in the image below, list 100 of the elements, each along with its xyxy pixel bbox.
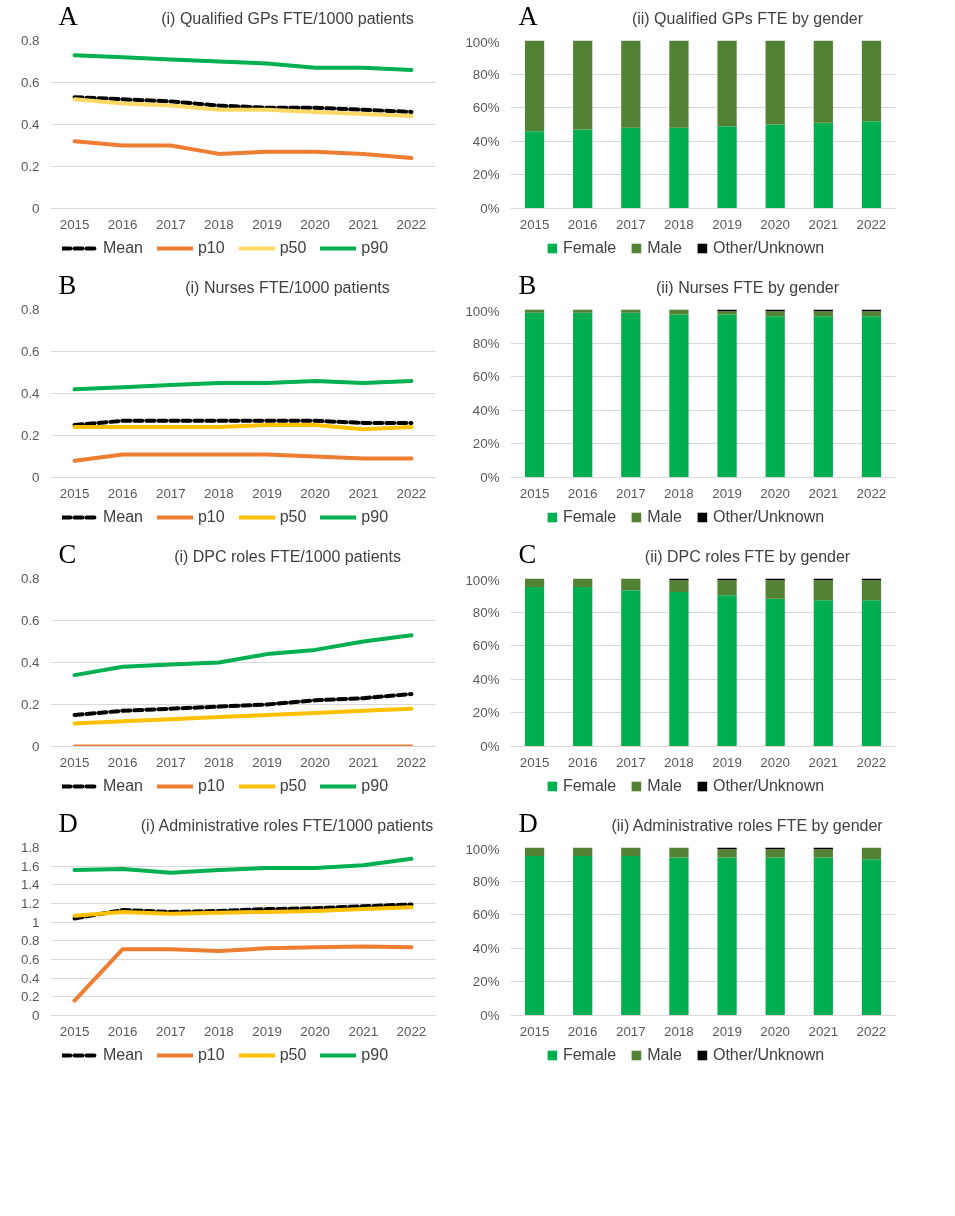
- y-tick-label: 100%: [465, 572, 500, 588]
- bar: [765, 40, 785, 125]
- x-tick-label: 2015: [59, 216, 90, 232]
- bar: [717, 580, 737, 596]
- y-tick-label: 60%: [472, 638, 500, 654]
- y-tick-label: 0.4: [20, 386, 41, 401]
- bar: [573, 578, 593, 587]
- bar: [669, 314, 689, 478]
- y-tick-label: 80%: [472, 66, 500, 82]
- legend-label: Mean: [102, 508, 143, 526]
- y-tick-label: 0.2: [20, 697, 40, 712]
- chart-title: (ii) Qualified GPs FTE by gender: [631, 9, 864, 27]
- bar: [861, 580, 882, 601]
- legend-label: p90: [361, 239, 389, 257]
- x-tick-label: 2017: [615, 754, 646, 770]
- x-tick-label: 2019: [252, 216, 282, 232]
- y-tick-label: 0%: [480, 739, 500, 754]
- legend-label: p10: [197, 1046, 225, 1064]
- y-tick-label: 20%: [472, 705, 500, 721]
- bar: [813, 600, 833, 747]
- bar: [573, 40, 593, 130]
- x-tick-label: 2016: [567, 1023, 598, 1039]
- line-series: [72, 139, 414, 161]
- bar: [813, 857, 833, 1016]
- y-tick-label: 80%: [472, 873, 500, 889]
- bar: [765, 598, 785, 747]
- legend-label: p50: [279, 508, 307, 526]
- x-tick-label: 2019: [712, 216, 742, 232]
- y-tick-label: 0.8: [20, 302, 40, 317]
- line-series: [72, 378, 414, 392]
- bar: [669, 580, 689, 592]
- text: C: [58, 538, 77, 569]
- line-series: [72, 706, 414, 726]
- x-tick-label: 2020: [300, 216, 331, 232]
- bar: [813, 311, 833, 317]
- bar: [765, 124, 785, 209]
- legend-label: Female: [562, 508, 617, 526]
- line-series: [72, 53, 414, 72]
- x-tick-label: 2017: [615, 485, 646, 501]
- line-series: [72, 856, 414, 875]
- x-tick-label: 2022: [856, 1023, 887, 1039]
- x-tick-label: 2015: [59, 754, 90, 770]
- bar: [524, 131, 545, 209]
- y-tick-label: 80%: [472, 604, 500, 620]
- x-tick-label: 2016: [107, 216, 138, 232]
- bar: [813, 40, 833, 123]
- legend-label: Female: [562, 777, 617, 795]
- legend-label: Male: [647, 777, 682, 795]
- x-tick-label: 2016: [107, 485, 138, 501]
- bar: [573, 586, 593, 747]
- chart-title: (i) Qualified GPs FTE/1000 patients: [161, 9, 414, 27]
- x-tick-label: 2021: [808, 754, 839, 770]
- legend-label: Female: [562, 1046, 617, 1064]
- x-tick-label: 2018: [204, 216, 234, 232]
- bar: [861, 121, 882, 209]
- text: A: [58, 0, 79, 31]
- x-tick-label: 2017: [615, 216, 646, 232]
- legend-label: p10: [197, 239, 225, 257]
- x-tick-label: 2016: [107, 754, 138, 770]
- text: B: [58, 269, 77, 300]
- x-tick-label: 2019: [712, 754, 742, 770]
- bar: [813, 580, 833, 601]
- bar: [573, 847, 593, 856]
- x-tick-label: 2021: [808, 485, 839, 501]
- text: D: [518, 807, 538, 838]
- bar: [524, 312, 545, 478]
- chart-title: (ii) DPC roles FTE by gender: [644, 547, 851, 565]
- legend-label: Mean: [102, 239, 143, 257]
- y-tick-label: 0: [32, 739, 40, 754]
- bar: [669, 857, 689, 1016]
- x-tick-label: 2022: [856, 485, 887, 501]
- y-tick-label: 0.6: [20, 952, 40, 967]
- bar: [765, 311, 785, 317]
- legend-label: Other/Unknown: [712, 1046, 825, 1064]
- x-tick-label: 2017: [155, 754, 186, 770]
- bar: [861, 316, 882, 478]
- y-tick-label: 1.4: [20, 877, 41, 893]
- x-tick-label: 2016: [567, 754, 598, 770]
- y-tick-label: 1.8: [20, 840, 40, 855]
- y-tick-label: 0%: [480, 470, 500, 485]
- x-tick-label: 2022: [856, 754, 887, 770]
- y-tick-label: 100%: [465, 841, 500, 857]
- bar: [717, 126, 737, 209]
- x-tick-label: 2019: [712, 1023, 742, 1039]
- x-tick-label: 2021: [348, 754, 379, 770]
- y-tick-label: 0: [32, 201, 40, 216]
- x-tick-label: 2020: [300, 485, 331, 501]
- chart-title: (i) DPC roles FTE/1000 patients: [174, 547, 401, 565]
- legend-label: Other/Unknown: [712, 777, 825, 795]
- x-tick-label: 2017: [155, 216, 186, 232]
- text: C: [518, 538, 537, 569]
- x-tick-label: 2020: [760, 216, 791, 232]
- x-tick-label: 2016: [567, 485, 598, 501]
- y-tick-label: 1.6: [20, 858, 40, 874]
- line-series: [72, 692, 414, 717]
- bar: [861, 600, 882, 747]
- x-tick-label: 2022: [396, 216, 427, 232]
- y-tick-label: 0.2: [20, 428, 40, 443]
- bar: [524, 847, 545, 856]
- bar: [717, 314, 737, 478]
